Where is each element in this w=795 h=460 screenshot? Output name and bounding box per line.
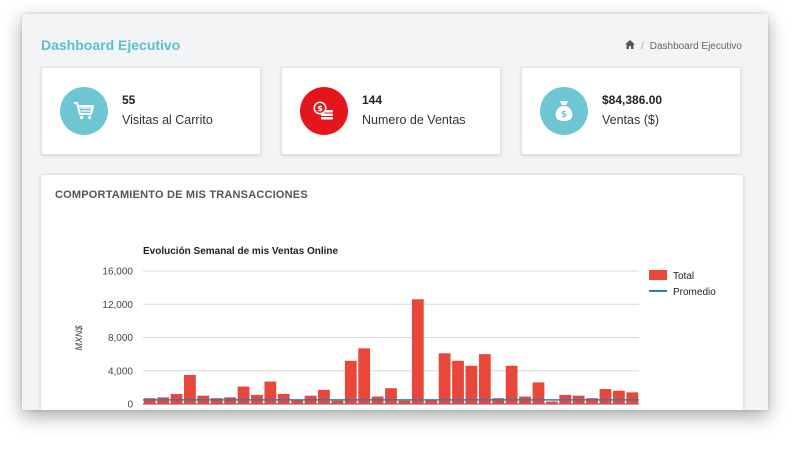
chart-bar xyxy=(264,381,277,404)
y-tick-label: 0 xyxy=(127,400,133,411)
stat-card-visits: 55 Visitas al Carrito xyxy=(41,67,261,155)
chart-bar xyxy=(545,401,558,404)
chart-bar xyxy=(438,353,451,404)
legend-swatch-total xyxy=(649,270,667,280)
breadcrumb-separator: / xyxy=(640,40,644,52)
svg-text:$: $ xyxy=(317,104,323,113)
chart-bar xyxy=(277,394,290,404)
chart-bar xyxy=(143,398,156,404)
breadcrumb-current: Dashboard Ejecutivo xyxy=(649,40,742,52)
breadcrumb: / Dashboard Ejecutivo xyxy=(624,40,742,52)
chart-bar xyxy=(411,299,424,404)
chart-bar xyxy=(318,389,330,404)
chart-bar xyxy=(157,397,170,404)
chart-bar xyxy=(599,389,612,404)
chart-bar xyxy=(358,348,371,404)
chart-bar xyxy=(505,365,518,404)
chart-bar xyxy=(478,354,491,404)
sales-chart: Evolución Semanal de mis Ventas Online 0 4… xyxy=(74,246,716,411)
stat-card-sales-amount: $ $84,386.00 Ventas ($) xyxy=(521,67,741,155)
y-tick-label: 12,000 xyxy=(102,300,133,311)
chart-bar xyxy=(626,392,639,404)
y-tick-label: 4,000 xyxy=(108,366,133,377)
chart-bar xyxy=(237,386,250,404)
coins-icon: $ xyxy=(300,87,348,135)
chart-title: Evolución Semanal de mis Ventas Online xyxy=(143,246,339,257)
chart-bar xyxy=(612,390,625,404)
chart-bar xyxy=(291,399,304,404)
cart-icon xyxy=(60,87,108,135)
chart-bar xyxy=(532,382,545,404)
chart-bar xyxy=(331,400,344,404)
chart-bar xyxy=(452,360,464,404)
home-icon[interactable] xyxy=(624,40,635,52)
dashboard-window: Dashboard Ejecutivo / Dashboard Ejecutiv… xyxy=(22,14,768,410)
money-bag-icon: $ xyxy=(540,87,588,135)
chart-bar xyxy=(385,388,397,404)
chart-bar xyxy=(586,398,598,404)
chart-bar xyxy=(344,360,357,404)
y-axis-label: MXN$ xyxy=(74,325,84,351)
chart-bar xyxy=(224,397,237,404)
chart-bar xyxy=(210,398,223,404)
transactions-panel: COMPORTAMIENTO DE MIS TRANSACCIONES Evol… xyxy=(40,174,744,410)
panel-title: COMPORTAMIENTO DE MIS TRANSACCIONES xyxy=(55,189,308,201)
legend-label-average: Promedio xyxy=(673,287,716,298)
stat-value: 144 xyxy=(362,93,383,107)
stat-label: Numero de Ventas xyxy=(362,113,466,127)
stat-card-sales-count: $ 144 Numero de Ventas xyxy=(281,67,501,155)
chart-bar xyxy=(492,398,505,404)
y-tick-label: 16,000 xyxy=(102,267,133,278)
legend-label-total: Total xyxy=(673,271,694,282)
chart-bar xyxy=(184,374,196,404)
page-title: Dashboard Ejecutivo xyxy=(41,37,181,53)
stat-label: Ventas ($) xyxy=(602,113,659,127)
stat-value: $84,386.00 xyxy=(602,93,663,107)
svg-text:$: $ xyxy=(561,110,567,120)
chart-bar xyxy=(465,365,478,404)
chart-bar xyxy=(170,394,183,404)
stat-value: 55 xyxy=(122,93,136,107)
chart-bar xyxy=(425,399,438,404)
y-tick-label: 8,000 xyxy=(108,333,133,344)
chart-bar xyxy=(398,400,411,404)
stat-label: Visitas al Carrito xyxy=(122,113,213,127)
